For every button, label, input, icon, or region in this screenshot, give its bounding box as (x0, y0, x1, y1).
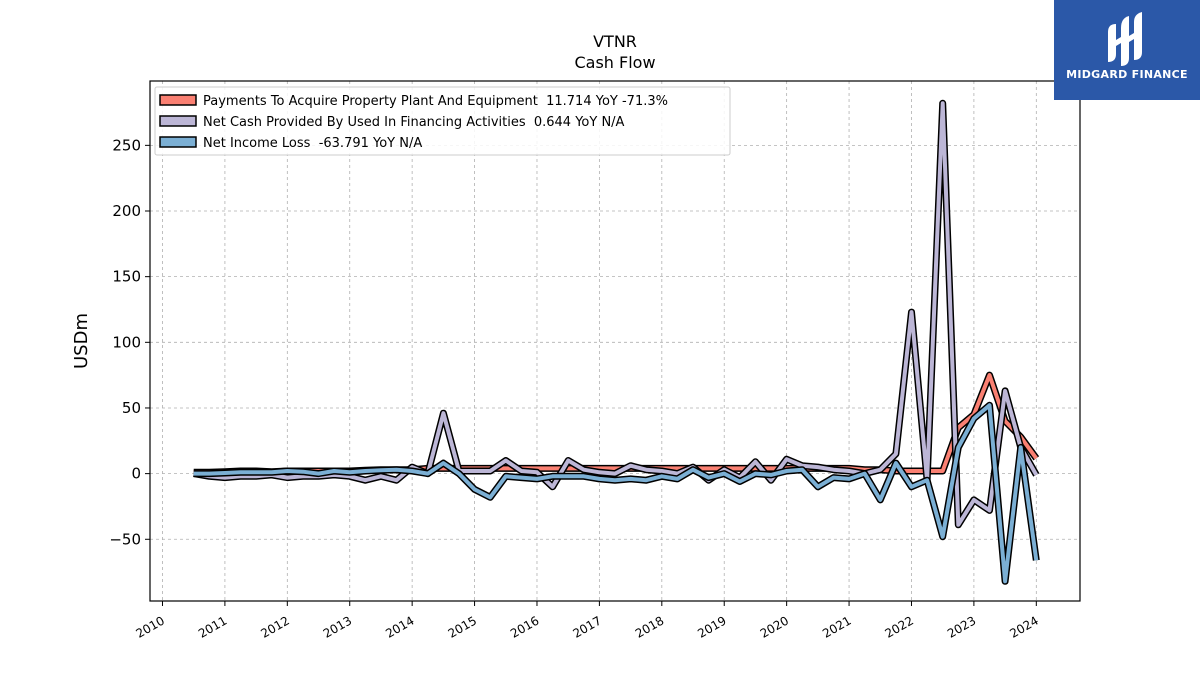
x-tick-label: 2023 (945, 613, 978, 640)
chart-subtitle: Cash Flow (574, 53, 655, 72)
logo-text: MIDGARD FINANCE (1066, 68, 1188, 81)
series-3-line (193, 401, 1040, 585)
legend-swatch (159, 115, 197, 127)
y-axis-label: USDm (71, 313, 92, 369)
series-2-line (193, 99, 1040, 529)
legend: Payments To Acquire Property Plant And E… (154, 86, 731, 156)
y-tick-label: 0 (131, 465, 141, 483)
x-tick-label: 2024 (1007, 613, 1040, 640)
x-tick-label: 2019 (695, 613, 728, 640)
legend-entry-label: Net Cash Provided By Used In Financing A… (203, 115, 625, 130)
midgard-finance-logo: MIDGARD FINANCE (1054, 0, 1200, 100)
series-lines (193, 99, 1040, 585)
y-tick-label: 150 (112, 268, 141, 286)
legend-entry-label: Net Income Loss -63.791 YoY N/A (203, 136, 422, 151)
x-tick-label: 2014 (383, 613, 416, 640)
legend-swatch (159, 94, 197, 106)
y-tick-label: 250 (112, 136, 141, 154)
chart-title: VTNR (593, 32, 637, 51)
series-1-outline (193, 371, 1040, 476)
x-tick-label: 2013 (321, 613, 354, 640)
series-3-outline (193, 401, 1040, 585)
series-1-stroke (193, 373, 1038, 475)
x-tick-label: 2018 (633, 613, 666, 640)
series-2-stroke (193, 101, 1039, 527)
legend-swatch (159, 136, 197, 148)
y-tick-label: −50 (109, 530, 141, 548)
x-tick-label: 2016 (508, 613, 541, 640)
series-1-line (193, 371, 1040, 476)
legend-entry-label: Payments To Acquire Property Plant And E… (203, 94, 668, 109)
x-tick-label: 2012 (258, 613, 291, 640)
x-tick-label: 2011 (196, 613, 229, 640)
x-tick-label: 2015 (446, 613, 479, 640)
x-tick-label: 2021 (820, 613, 853, 640)
x-tick-label: 2010 (134, 613, 167, 640)
y-tick-label: 50 (122, 399, 141, 417)
plot-frame (149, 80, 1081, 602)
midgard-logo-icon (1108, 12, 1142, 66)
legend-box (154, 86, 731, 156)
series-3-stroke (193, 403, 1039, 584)
x-tick-label: 2017 (570, 613, 603, 640)
y-tick-label: 100 (112, 333, 141, 351)
y-tick-label: 200 (112, 202, 141, 220)
x-tick-label: 2020 (758, 613, 791, 640)
x-tick-label: 2022 (883, 613, 916, 640)
